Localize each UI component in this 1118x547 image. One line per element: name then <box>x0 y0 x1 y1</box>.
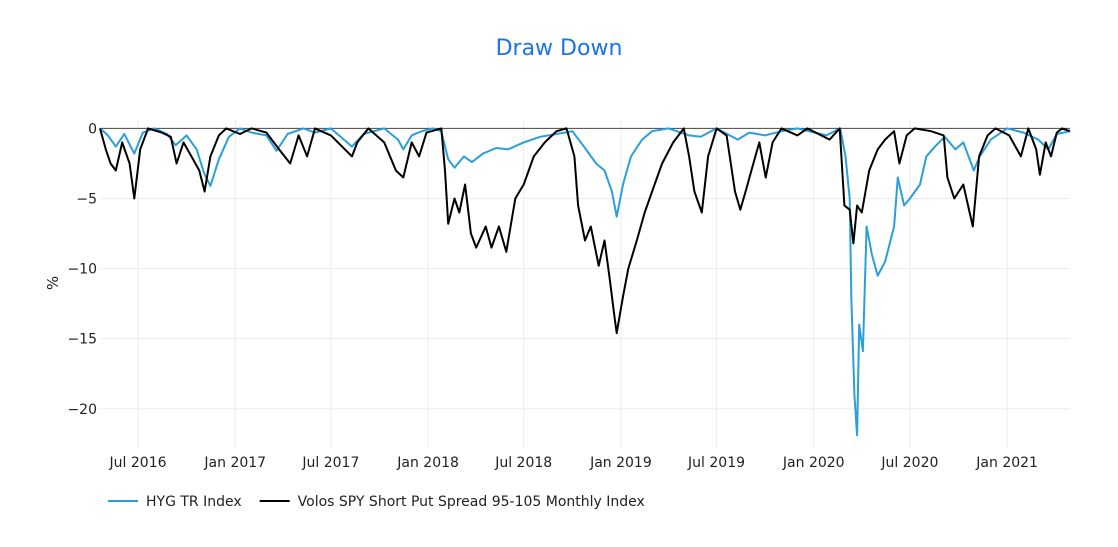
series-line-1 <box>99 127 1071 437</box>
x-tick-label: Jan 2018 <box>396 455 459 471</box>
grid-layer <box>100 120 1070 448</box>
x-tick-label: Jul 2018 <box>494 455 552 471</box>
series-layer <box>99 127 1071 437</box>
x-tick-label: Jul 2020 <box>880 455 938 471</box>
tick-layer: Jul 2016 Jan 2017 Jul 2017 Jan 2018 Jul 2018… <box>67 121 1038 471</box>
x-tick-label: Jan 2019 <box>589 455 652 471</box>
x-tick-label: Jan 2021 <box>975 455 1038 471</box>
legend-item-1[interactable]: HYG TR Index <box>108 494 242 510</box>
y-axis-title: % <box>44 276 62 290</box>
legend-item-2[interactable]: Volos SPY Short Put Spread 95-105 Monthl… <box>259 494 645 510</box>
x-tick-label: Jul 2019 <box>687 455 745 471</box>
x-tick-label: Jul 2017 <box>301 455 359 471</box>
series-line-2 <box>99 127 1071 335</box>
chart-title: Draw Down <box>495 36 623 61</box>
y-tick-label: −5 <box>76 191 97 207</box>
y-tick-label: 0 <box>88 121 97 137</box>
x-tick-label: Jan 2017 <box>203 455 266 471</box>
legend[interactable]: HYG TR Index Volos SPY Short Put Spread 9… <box>108 494 645 510</box>
legend-label: Volos SPY Short Put Spread 95-105 Monthl… <box>298 494 645 510</box>
x-tick-label: Jan 2020 <box>782 455 845 471</box>
y-tick-label: −15 <box>67 332 97 348</box>
y-tick-label: −20 <box>67 402 97 418</box>
x-tick-label: Jul 2016 <box>109 455 167 471</box>
y-tick-label: −10 <box>67 262 97 278</box>
legend-label: HYG TR Index <box>146 494 242 510</box>
